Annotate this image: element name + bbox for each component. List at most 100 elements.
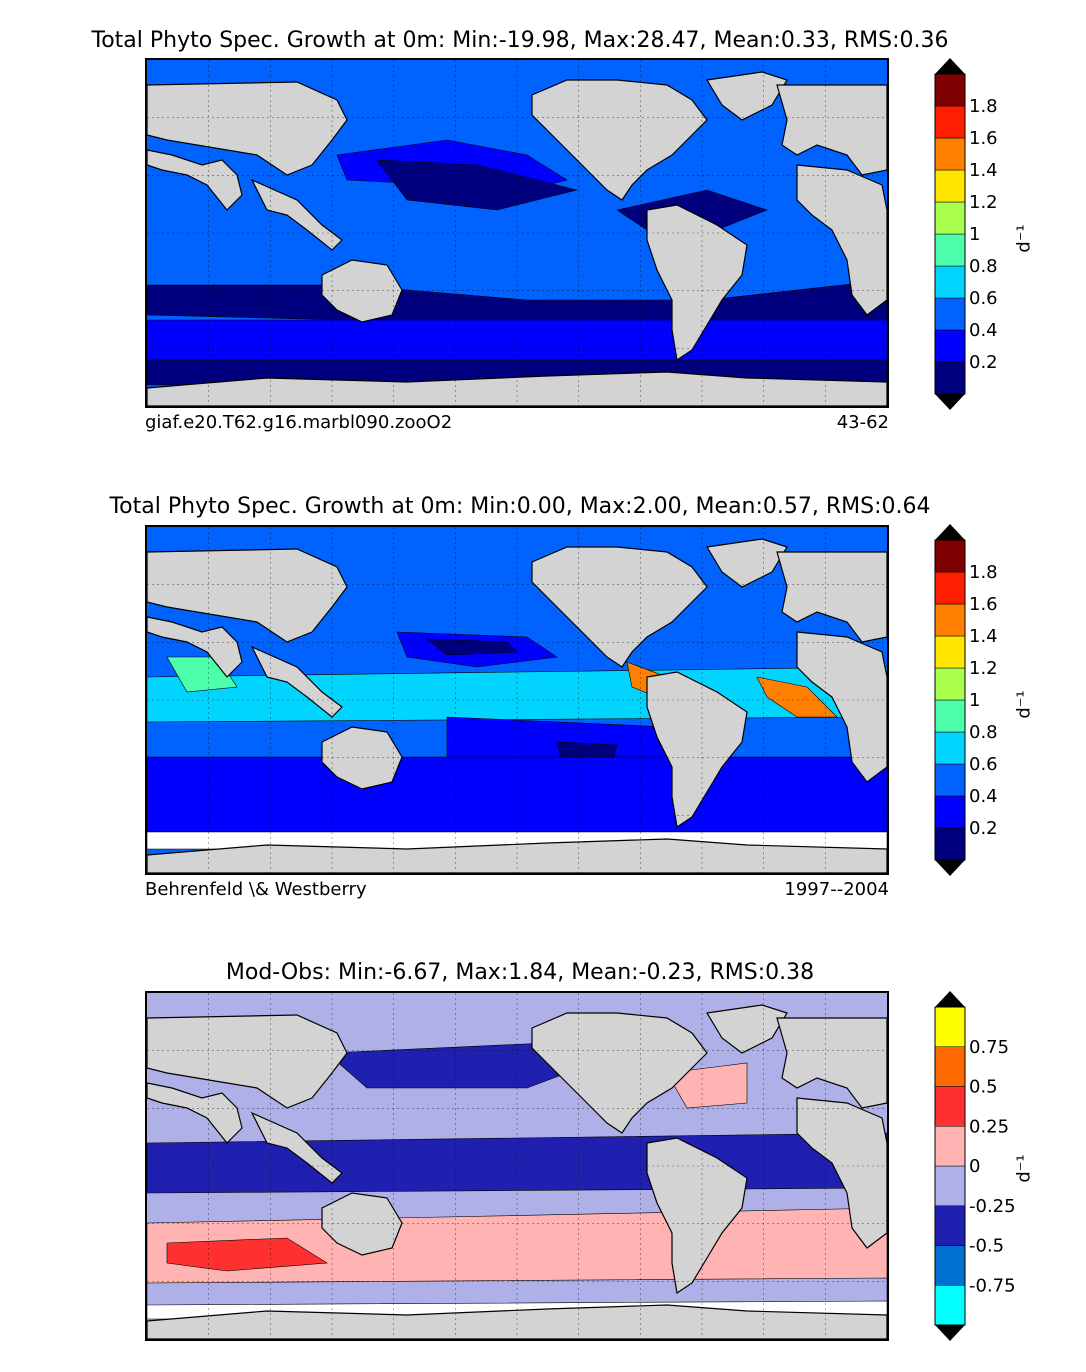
panel-1-colorbar-tick-label: 0.2 [969, 352, 998, 373]
panel-2-caption-right: 1997--2004 [784, 879, 889, 900]
panel-3-colorbar-tick-label: 0 [969, 1156, 980, 1177]
panel-3-colorbar-unit: d⁻¹ [1013, 1154, 1035, 1183]
panel-1-colorbar-frame [934, 73, 966, 395]
panel-3-band-north-atlantic-pos [666, 1062, 748, 1109]
panel-2-colorbar-tick-label: 1.6 [969, 594, 998, 615]
panel-1-colorbar: 0.2 0.4 0.6 0.8 1 1.2 1.4 1.6 1.8 [934, 58, 998, 410]
panel-2-north-america [531, 546, 708, 668]
panel-3-colorbar-tick-label: 0.5 [969, 1077, 998, 1098]
panel-1-colorbar-swatch [934, 265, 966, 299]
panel-3-colorbar-tick-label: 0.75 [969, 1037, 1009, 1058]
panel-1-caption-left: giaf.e20.T62.g16.marbl090.zooO2 [145, 412, 453, 433]
panel-3-colorbar-swatch [934, 1006, 966, 1047]
panel-3-colorbar: -0.75 -0.5 -0.25 0 0.25 0.5 0.75 [934, 991, 1016, 1341]
panel-1-colorbar-tick-label: 1 [969, 224, 980, 245]
panel-2-africa [796, 631, 887, 783]
panel-2-colorbar-swatch [934, 667, 966, 701]
panel-2-australia [321, 726, 403, 790]
panel-3-colorbar-swatch [934, 1245, 966, 1286]
panel-1-colorbar-swatch [934, 361, 966, 395]
panel-2-arabia-india [147, 616, 243, 678]
panel-1-greenland [706, 71, 788, 121]
panel-1-colorbar-tick-label: 1.8 [969, 96, 998, 117]
panel-2-colorbar-swatch [934, 539, 966, 573]
panel-1-caption-right: 43-62 [836, 412, 889, 433]
panel-2-colorbar-swatch [934, 827, 966, 861]
panel-1-africa [796, 164, 887, 316]
panel-1-colorbar-swatch [934, 329, 966, 363]
panel-3-colorbar-swatch [934, 1046, 966, 1087]
panel-1-colorbar-tick-label: 0.6 [969, 288, 998, 309]
panel-1-south-america [646, 204, 748, 362]
panel-2-colorbar-tick-label: 1 [969, 690, 980, 711]
panel-3-band-southern-red [166, 1237, 328, 1272]
panel-2-band-upwelling-africa [756, 676, 838, 718]
panel-1-arabia-india [147, 149, 243, 211]
panel-1-band-subtropic-north [376, 159, 578, 211]
panel-1-colorbar-swatch [934, 201, 966, 235]
panel-1-colorbar-swatch [934, 233, 966, 267]
panel-3-colorbar-extend-max [935, 991, 965, 1007]
panel-2-colorbar-unit: d⁻¹ [1013, 690, 1035, 719]
panel-1-title: Total Phyto Spec. Growth at 0m: Min:-19.… [91, 28, 949, 53]
panel-1-colorbar-swatch [934, 73, 966, 107]
panel-2-colorbar-tick-label: 1.8 [969, 562, 998, 583]
panel-3-colorbar-tick-label: -0.25 [969, 1196, 1016, 1217]
panel-1-colorbar-extend-min [935, 394, 965, 410]
panel-1-australia [321, 259, 403, 323]
panel-2-colorbar-tick-label: 0.6 [969, 754, 998, 775]
panel-2-colorbar-tick-label: 0.8 [969, 722, 998, 743]
panel-3-map [145, 991, 889, 1341]
panel-3-colorbar-swatch [934, 1285, 966, 1326]
panel-3-colorbar-tick-label: -0.75 [969, 1275, 1016, 1296]
panel-2-greenland [706, 538, 788, 588]
panel-2-colorbar-swatch [934, 571, 966, 605]
panel-1-colorbar-tick-label: 1.2 [969, 192, 998, 213]
panel-2-colorbar-swatch [934, 699, 966, 733]
panel-3-colorbar-frame [934, 1006, 966, 1326]
panel-1-colorbar-tick-label: 0.8 [969, 256, 998, 277]
panel-3-colorbar-extend-min [935, 1325, 965, 1341]
panel-3-south-america [646, 1137, 748, 1295]
panel-2-caption-left: Behrenfeld \& Westberry [145, 879, 367, 900]
panel-1-north-america [531, 79, 708, 201]
panel-1-colorbar-swatch [934, 297, 966, 331]
panel-2-colorbar-swatch [934, 795, 966, 829]
panel-2-colorbar-extend-max [935, 524, 965, 540]
panel-3-colorbar-swatch [934, 1165, 966, 1206]
panel-2-colorbar: 0.2 0.4 0.6 0.8 1 1.2 1.4 1.6 1.8 [934, 524, 998, 876]
panel-2-map [145, 525, 889, 875]
panel-2-title: Total Phyto Spec. Growth at 0m: Min:0.00… [109, 494, 931, 519]
panel-1-map [145, 58, 889, 408]
panel-2-colorbar-tick-label: 1.2 [969, 658, 998, 679]
panel-2-colorbar-tick-label: 0.2 [969, 818, 998, 839]
panel-2-colorbar-tick-label: 1.4 [969, 626, 998, 647]
panel-2-colorbar-swatch [934, 635, 966, 669]
panel-1-colorbar-tick-label: 0.4 [969, 320, 998, 341]
panel-2-south-america [646, 671, 748, 829]
panel-1-colorbar-unit: d⁻¹ [1013, 224, 1035, 253]
panel-3-colorbar-tick-label: 0.25 [969, 1116, 1009, 1137]
panel-2-colorbar-swatch [934, 731, 966, 765]
panel-2-colorbar-frame [934, 539, 966, 861]
panel-2-colorbar-swatch [934, 763, 966, 797]
panel-1-colorbar-swatch [934, 169, 966, 203]
panel-2-colorbar-extend-min [935, 860, 965, 876]
panel-1-colorbar-extend-max [935, 58, 965, 74]
panel-1-colorbar-swatch [934, 105, 966, 139]
panel-1-colorbar-tick-label: 1.4 [969, 160, 998, 181]
panel-3-australia [321, 1192, 403, 1256]
panel-3-band-coastal-neg [326, 1042, 568, 1089]
panel-3-colorbar-tick-label: -0.5 [969, 1236, 1004, 1257]
panel-3-colorbar-swatch [934, 1126, 966, 1167]
panel-3-greenland [706, 1004, 788, 1054]
panel-3-colorbar-swatch [934, 1205, 966, 1246]
panel-3-title: Mod-Obs: Min:-6.67, Max:1.84, Mean:-0.23… [225, 960, 815, 985]
panel-2-colorbar-tick-label: 0.4 [969, 786, 998, 807]
panel-2-colorbar-swatch [934, 603, 966, 637]
panel-3-africa [796, 1097, 887, 1249]
panel-3-north-america [531, 1012, 708, 1134]
panel-3-arabia-india [147, 1082, 243, 1144]
panel-3-colorbar-swatch [934, 1086, 966, 1127]
panel-1-colorbar-swatch [934, 137, 966, 171]
